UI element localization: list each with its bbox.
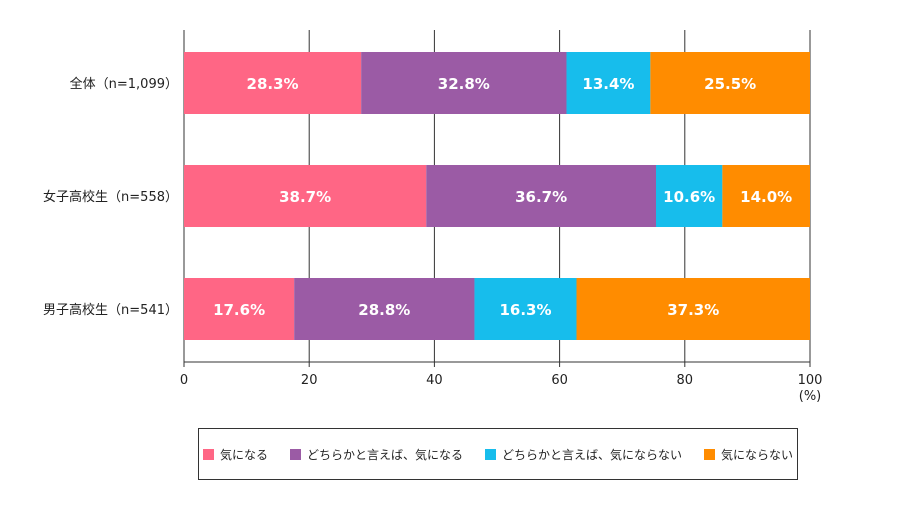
legend-swatch-3 [704,448,716,460]
x-tick-label-5: 100 [798,373,823,388]
bar-label-0-2: 13.4% [582,75,634,93]
legend-label-2: どちらかと言えば、気にならない [502,447,683,462]
x-axis-unit: (%) [799,389,822,404]
legend-item-3: 気にならない [704,446,793,463]
legend-label-1: どちらかと言えば、気になる [306,447,463,462]
bar-label-1-2: 10.6% [663,188,715,206]
x-tick-label-3: 60 [551,373,568,388]
bar-1-0 [184,165,427,227]
bar-label-1-1: 36.7% [515,188,567,206]
bar-label-2-0: 17.6% [213,301,265,319]
legend-label-0: 気になる [219,447,268,462]
bar-label-2-1: 28.8% [358,301,410,319]
category-label-2: 男子高校生（n=541） [43,302,178,318]
bar-label-0-1: 32.8% [438,75,490,93]
category-label-0: 全体（n=1,099） [70,76,178,92]
x-tick-label-4: 80 [677,373,694,388]
bar-2-2 [474,278,577,340]
category-label-1: 女子高校生（n=558） [43,189,178,205]
bar-0-1 [361,52,567,114]
legend: 気になる どちらかと言えば、気になる どちらかと言えば、気にならない 気にならな… [198,428,798,480]
legend-label-3: 気にならない [721,447,794,462]
bar-0-2 [566,52,651,114]
legend-swatch-1 [289,448,301,460]
bar-1-3 [722,165,810,227]
bar-0-3 [650,52,810,114]
bar-label-2-3: 37.3% [667,301,719,319]
legend-item-2: どちらかと言えば、気にならない [485,446,682,463]
bar-0-0 [184,52,362,114]
x-tick-label-0: 0 [180,373,188,388]
bar-label-0-3: 25.5% [704,75,756,93]
stacked-bar-chart: 0 20 40 60 80 100(%) 全体（n=1,099） 28.3% 32.8% 13.4… [43,30,823,404]
bar-label-1-3: 14.0% [740,188,792,206]
bar-2-3 [576,278,810,340]
x-tick-label-1: 20 [301,373,318,388]
bar-label-1-0: 38.7% [279,188,331,206]
legend-item-1: どちらかと言えば、気になる [289,446,463,463]
x-tick-label-2: 40 [426,373,443,388]
bar-label-0-0: 28.3% [247,75,299,93]
bar-2-0 [184,278,295,340]
bar-label-2-2: 16.3% [499,301,551,319]
legend-swatch-2 [485,448,496,460]
bar-1-1 [426,165,657,227]
legend-item-0: 気になる [202,446,268,463]
bar-1-2 [656,165,723,227]
legend-swatch-0 [202,448,214,460]
bar-2-1 [294,278,475,340]
